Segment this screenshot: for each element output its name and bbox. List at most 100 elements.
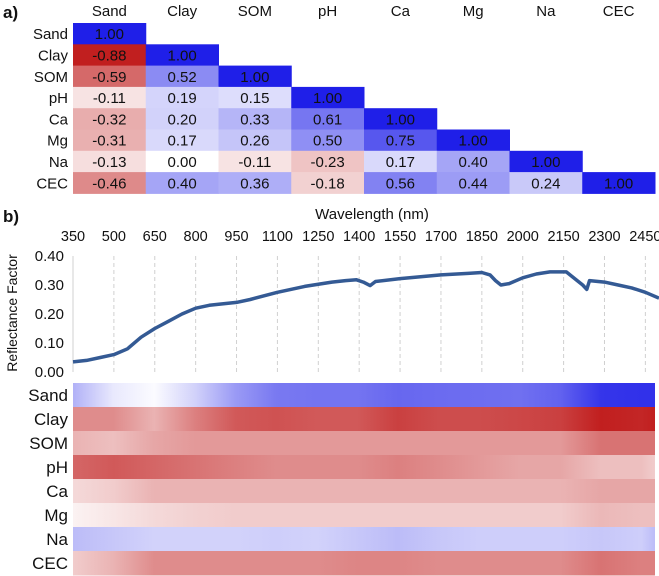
correlation-cell (509, 150, 583, 173)
column-header: Ca (391, 3, 411, 20)
heatmap-row-label: SOM (29, 434, 68, 453)
correlation-value: 0.40 (168, 175, 197, 192)
correlation-cell (291, 86, 365, 109)
correlation-value: 0.17 (168, 133, 197, 150)
correlation-cell (291, 129, 365, 152)
heatmap-row-ca (73, 479, 655, 504)
correlation-cell (73, 23, 147, 45)
correlation-value: 0.75 (386, 133, 415, 150)
correlation-cell (218, 129, 292, 152)
y-tick-label: 0.00 (35, 364, 64, 381)
row-header: Sand (33, 26, 68, 43)
x-tick-label: 1250 (302, 229, 334, 245)
correlation-value: 1.00 (313, 90, 342, 107)
correlation-value: 0.19 (168, 90, 197, 107)
correlation-value: 0.20 (168, 111, 197, 128)
correlation-cell (73, 172, 147, 194)
correlation-value: 1.00 (240, 69, 269, 86)
correlation-cell (145, 44, 219, 67)
x-tick-label: 2000 (507, 229, 539, 245)
x-tick-label: 1550 (384, 229, 416, 245)
correlation-value: 0.26 (240, 133, 269, 150)
heatmap-row-ph (73, 455, 655, 480)
correlation-value: -0.18 (311, 175, 345, 192)
y-tick-label: 0.20 (35, 306, 64, 323)
correlation-cell (364, 150, 438, 173)
correlation-value: 0.50 (313, 133, 342, 150)
row-header: SOM (34, 69, 68, 86)
heatmap-row-label: Ca (46, 482, 68, 501)
correlation-value: -0.31 (92, 133, 126, 150)
panel-a-label: a) (3, 3, 18, 22)
correlation-cell (145, 150, 219, 173)
correlation-cell (73, 150, 147, 173)
x-tick-label: 2450 (629, 229, 659, 245)
correlation-cell (436, 129, 510, 152)
column-header: Sand (92, 3, 127, 20)
correlation-value: -0.11 (238, 154, 271, 171)
heatmap-row-clay (73, 407, 655, 432)
correlation-value: 1.00 (386, 111, 415, 128)
x-tick-label: 1400 (343, 229, 375, 245)
correlation-value: 0.40 (459, 154, 488, 171)
y-tick-label: 0.10 (35, 335, 64, 352)
correlation-value: -0.13 (92, 154, 126, 171)
correlation-cell (73, 129, 147, 152)
heatmap-row-label: pH (46, 458, 68, 477)
x-tick-label: 800 (184, 229, 208, 245)
y-tick-label: 0.30 (35, 277, 64, 294)
correlation-value: 1.00 (604, 175, 633, 192)
correlation-cell (291, 172, 365, 194)
correlation-cell (145, 108, 219, 130)
heatmap-row-sand (73, 383, 655, 408)
correlation-cell (218, 172, 292, 194)
x-tick-label: 2300 (588, 229, 620, 245)
heatmap-row-label: Mg (44, 506, 68, 525)
x-tick-label: 2150 (547, 229, 579, 245)
heatmap-row-label: Sand (28, 386, 68, 405)
x-tick-label: 1850 (466, 229, 498, 245)
row-header: Clay (38, 47, 69, 64)
x-tick-label: 500 (102, 229, 126, 245)
column-header: CEC (603, 3, 635, 20)
row-header: Ca (49, 111, 69, 128)
y-axis-title: Reflectance Factor (4, 254, 20, 372)
heatmap-row-som (73, 431, 655, 456)
correlation-cell (364, 172, 438, 194)
heatmap-row-label: Clay (34, 410, 69, 429)
correlation-cell (291, 150, 365, 173)
correlation-cell (73, 86, 147, 109)
column-header: pH (318, 3, 337, 20)
correlation-cell (73, 108, 147, 130)
x-tick-label: 950 (224, 229, 248, 245)
correlation-value: 0.33 (240, 111, 269, 128)
correlation-cell (291, 108, 365, 130)
correlation-value: 0.17 (386, 154, 415, 171)
correlation-value: 1.00 (459, 133, 488, 150)
row-header: Mg (47, 133, 68, 150)
correlation-cell (145, 172, 219, 194)
correlation-value: 0.24 (531, 175, 560, 192)
correlation-value: -0.88 (92, 47, 126, 64)
correlation-value: 0.15 (240, 90, 269, 107)
reflectance-series (72, 270, 659, 364)
x-axis-title: Wavelength (nm) (315, 206, 429, 223)
x-tick-label: 350 (61, 229, 85, 245)
correlation-cell (145, 129, 219, 152)
column-header: Mg (463, 3, 484, 20)
correlation-cell (364, 108, 438, 130)
heatmap-row-cec (73, 551, 655, 576)
correlation-cell (145, 86, 219, 109)
heatmap-row-na (73, 527, 655, 552)
column-header: SOM (238, 3, 272, 20)
correlation-value: 1.00 (95, 26, 124, 43)
correlation-cell (436, 150, 510, 173)
y-tick-label: 0.40 (35, 248, 64, 265)
correlation-value: 1.00 (168, 47, 197, 64)
correlation-cell (218, 150, 292, 173)
row-header: CEC (36, 175, 68, 192)
correlation-cell (73, 44, 147, 67)
correlation-cell (218, 65, 292, 88)
column-header: Na (536, 3, 556, 20)
column-header: Clay (167, 3, 198, 20)
